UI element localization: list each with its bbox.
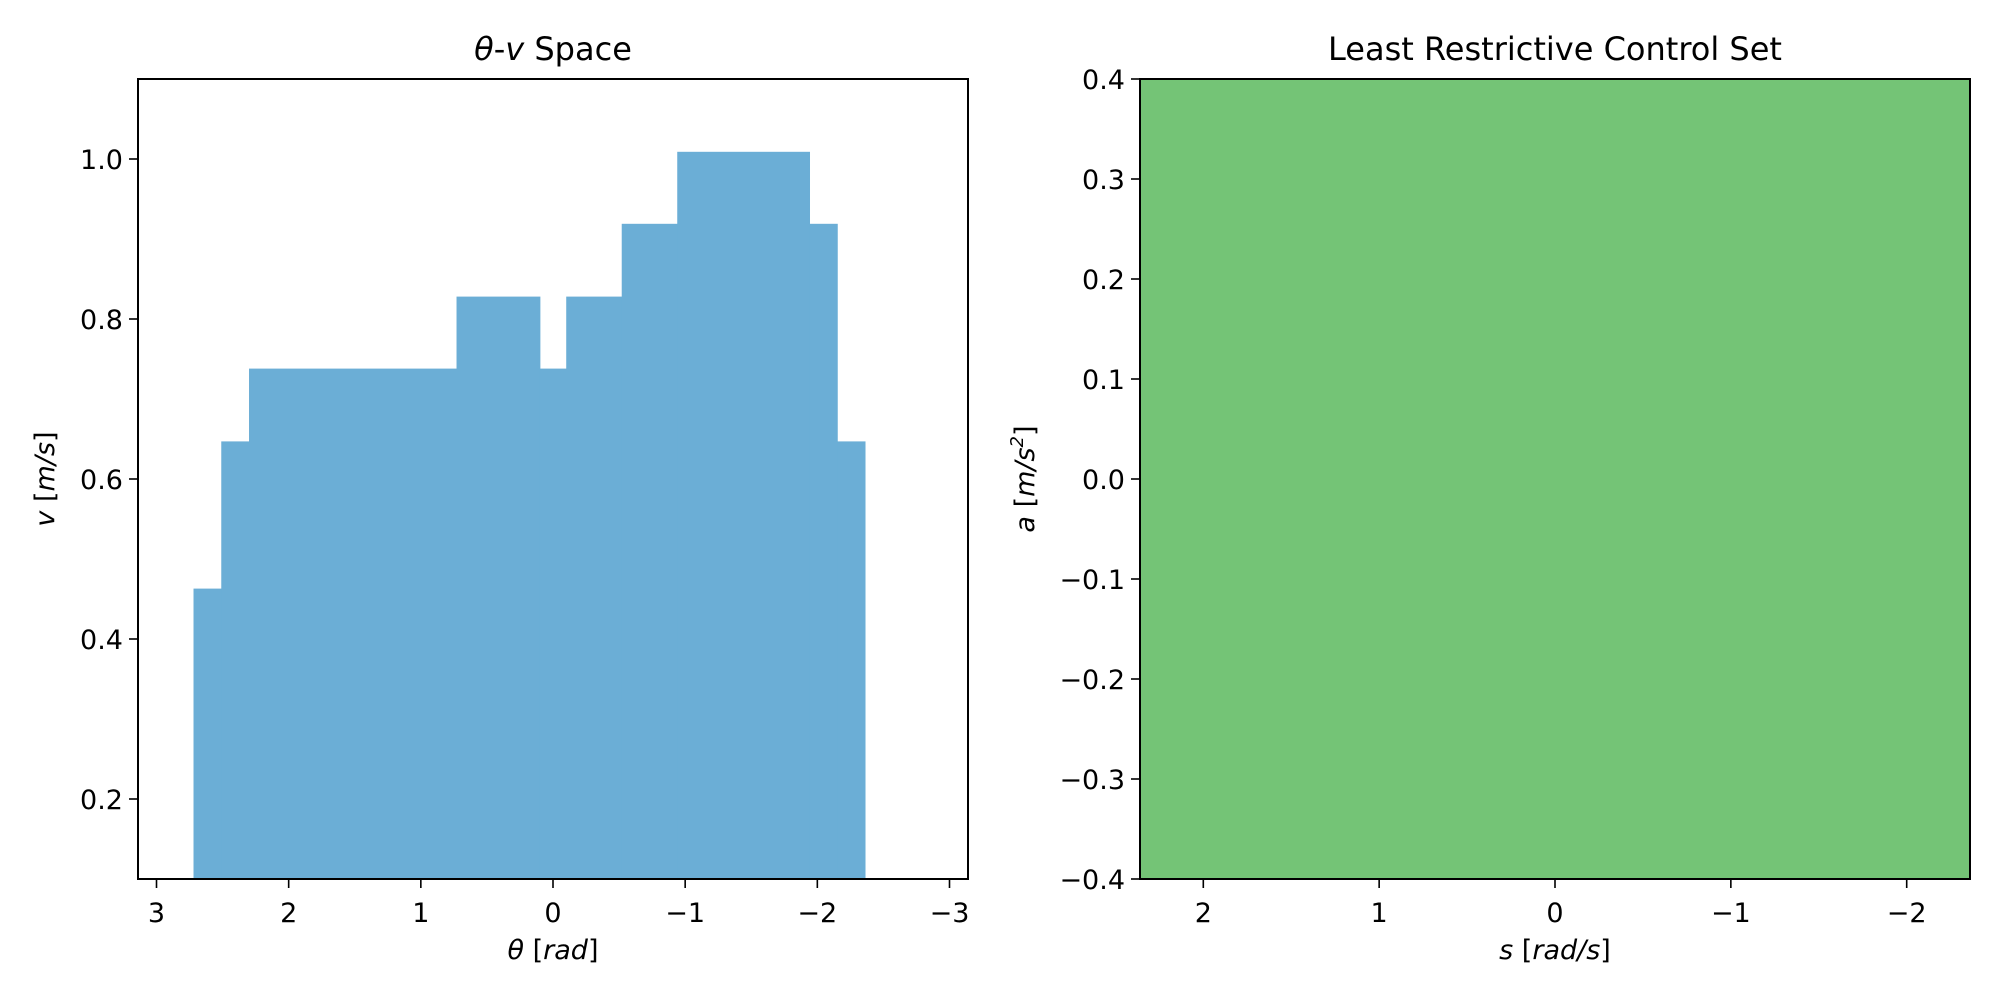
control-set-x-tick-label: −1 [1711, 898, 1751, 929]
control-set-y-axis-label: a [m/s2] [1007, 425, 1041, 532]
theta-v-x-axis: 3 2 1 0 −1 −2 −3 [148, 879, 969, 929]
control-set-y-tick-label: 0.3 [1082, 165, 1125, 196]
theta-v-x-tick-label: −3 [930, 898, 970, 929]
theta-v-step [249, 368, 458, 879]
theta-v-x-tick-label: 0 [544, 898, 561, 929]
theta-v-x-tick-label: −1 [665, 898, 705, 929]
theta-v-x-tick-label: 2 [280, 898, 297, 929]
theta-v-step [456, 296, 541, 880]
control-set-region [1140, 79, 1970, 879]
theta-v-x-tick-label: −2 [797, 898, 837, 929]
theta-v-step [193, 588, 222, 879]
theta-v-area [193, 151, 866, 880]
theta-v-y-tick-label: 0.4 [80, 625, 123, 656]
control-set-x-axis-label: s [rad/s] [1499, 935, 1611, 966]
theta-v-step [539, 368, 567, 879]
control-set-x-axis: 2 1 0 −1 −2 [1195, 879, 1927, 929]
control-set-x-tick-label: −2 [1887, 898, 1927, 929]
theta-v-y-tick-label: 1.0 [80, 145, 123, 176]
control-set-x-tick-label: 0 [1546, 898, 1563, 929]
control-set-y-tick-label: −0.4 [1059, 865, 1125, 896]
theta-v-step [566, 296, 623, 880]
theta-v-title: θ-v Space [474, 30, 632, 68]
theta-v-step [221, 441, 250, 879]
theta-v-step [621, 223, 678, 880]
control-set-y-tick-label: 0.4 [1082, 65, 1125, 96]
control-set-y-tick-label: 0.0 [1082, 465, 1125, 496]
theta-v-step [837, 441, 866, 879]
theta-v-panel: 3 2 1 0 −1 −2 −3 0.2 0.4 0.6 0.8 1.0 θ-v Space θ [… [30, 30, 969, 966]
theta-v-y-axis: 0.2 0.4 0.6 0.8 1.0 [80, 145, 138, 816]
control-set-y-tick-label: −0.3 [1059, 765, 1125, 796]
control-set-y-axis: 0.4 0.3 0.2 0.1 0.0 −0.1 −0.2 −0.3 −0.4 [1059, 65, 1140, 896]
control-set-area [1140, 79, 1970, 879]
theta-v-y-tick-label: 0.2 [80, 785, 123, 816]
control-set-x-tick-label: 1 [1371, 898, 1388, 929]
control-set-y-tick-label: 0.2 [1082, 265, 1125, 296]
control-set-y-tick-label: 0.1 [1082, 365, 1125, 396]
theta-v-step [677, 151, 811, 880]
theta-v-y-tick-label: 0.6 [80, 465, 123, 496]
control-set-y-tick-label: −0.2 [1059, 665, 1125, 696]
theta-v-step [809, 223, 838, 880]
theta-v-y-tick-label: 0.8 [80, 305, 123, 336]
control-set-panel: 2 1 0 −1 −2 0.40.30.20.10.0−0.1−0.2−0.3−0.4 … [1007, 30, 1971, 966]
theta-v-x-tick-label: 3 [148, 898, 165, 929]
control-set-x-tick-label: 2 [1195, 898, 1212, 929]
control-set-title: Least Restrictive Control Set [1328, 30, 1782, 68]
control-set-y-tick-label: −0.1 [1059, 565, 1125, 596]
theta-v-x-axis-label: θ [rad] [508, 935, 599, 966]
theta-v-x-tick-label: 1 [412, 898, 429, 929]
theta-v-y-axis-label: v [m/s] [30, 431, 61, 526]
